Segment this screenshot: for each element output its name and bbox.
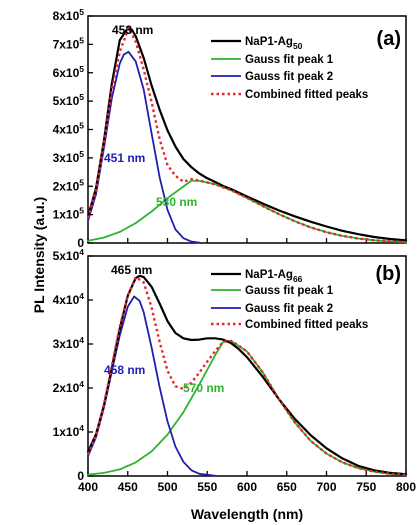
y-tick-label-exponent: 5 [79, 35, 84, 45]
y-tick-label-exponent: 4 [79, 335, 84, 345]
peak-annotation-peak2: 458 nm [104, 363, 145, 377]
y-tick-label-base: 6x10 [53, 66, 80, 80]
y-tick-label-exponent: 5 [79, 92, 84, 102]
series-line-combined [86, 26, 407, 244]
y-tick-label: 4x104 [53, 291, 85, 307]
peak-annotation-peak1: 530 nm [156, 195, 197, 209]
peak-annotation-data: 465 nm [111, 263, 152, 277]
y-tick-label-base: 1x10 [53, 425, 80, 439]
peak-annotation-data: 453 nm [112, 23, 153, 37]
x-tick-label: 500 [157, 480, 177, 494]
y-tick-label: 6x105 [53, 64, 85, 80]
legend-label: Combined fitted peaks [245, 89, 368, 101]
y-tick-label: 7x105 [53, 35, 85, 51]
y-tick-label-exponent: 5 [79, 64, 84, 74]
y-tick-label-base: 5x10 [53, 94, 80, 108]
x-tick-label: 600 [237, 480, 257, 494]
legend-label: Gauss fit peak 2 [245, 71, 333, 83]
y-tick-label-exponent: 5 [79, 149, 84, 159]
y-tick-label-base: 2x10 [53, 179, 80, 193]
peak-annotation-peak1: 570 nm [183, 381, 224, 395]
y-tick-label: 1x104 [53, 423, 85, 439]
x-tick-label: 750 [356, 480, 376, 494]
legend-label-text: Combined fitted peaks [245, 89, 368, 101]
legend-label-text: NaP1-Ag [245, 36, 293, 48]
y-tick-label-exponent: 5 [79, 177, 84, 187]
y-tick-label-base: 0 [77, 236, 84, 250]
x-tick-label: 700 [316, 480, 336, 494]
y-tick-label-exponent: 5 [79, 206, 84, 216]
series-line-peak1 [87, 179, 407, 244]
y-tick-label-base: 4x10 [53, 293, 80, 307]
plot-frame [87, 15, 407, 244]
series-line-combined [86, 275, 407, 477]
legend-label-text: Gauss fit peak 1 [245, 285, 334, 297]
x-tick-label: 550 [197, 480, 217, 494]
legend-label: Combined fitted peaks [245, 319, 368, 331]
legend-label: Gauss fit peak 2 [245, 303, 333, 315]
y-tick-label-base: 2x10 [53, 381, 80, 395]
peak-annotation-peak2: 451 nm [104, 151, 145, 165]
y-tick-label-base: 0 [77, 469, 84, 483]
x-tick-label: 450 [118, 480, 138, 494]
y-tick-label-exponent: 4 [79, 247, 84, 257]
legend-label-text: Gauss fit peak 2 [245, 71, 333, 83]
y-tick-label: 3x105 [53, 149, 85, 165]
legend-label-subscript: 66 [293, 274, 303, 284]
y-tick-label-base: 1x10 [53, 208, 80, 222]
legend-label-subscript: 50 [293, 41, 303, 51]
y-tick-label-base: 7x10 [53, 37, 80, 51]
x-axis-title: Wavelength (nm) [191, 506, 303, 522]
y-tick-label-base: 3x10 [53, 337, 80, 351]
x-tick-label: 800 [396, 480, 416, 494]
x-tick-label: 650 [277, 480, 297, 494]
legend-label-text: Combined fitted peaks [245, 319, 368, 331]
y-tick-label: 2x104 [53, 379, 85, 395]
series-line-peak1 [87, 339, 407, 476]
y-tick-label-base: 3x10 [53, 151, 80, 165]
y-tick-label: 5x104 [53, 247, 85, 263]
y-tick-label-base: 8x10 [53, 9, 80, 23]
y-tick-label: 5x105 [53, 92, 85, 108]
legend-label-text: NaP1-Ag [245, 269, 293, 281]
legend-label-text: Gauss fit peak 1 [245, 54, 334, 66]
x-tick-label: 400 [78, 480, 98, 494]
y-tick-label: 8x105 [53, 7, 85, 23]
y-axis-title: PL Intensity (a.u.) [31, 197, 47, 313]
y-tick-label-exponent: 5 [79, 121, 84, 131]
series-line-peak2 [87, 50, 201, 244]
panel-label: (b) [375, 263, 401, 285]
y-tick-label-exponent: 5 [79, 7, 84, 17]
legend-label: NaP1-Ag50 [245, 36, 303, 51]
panel-label: (a) [377, 28, 401, 50]
y-tick-label-base: 5x10 [53, 249, 80, 263]
y-tick-label: 0 [77, 236, 84, 250]
legend-label: Gauss fit peak 1 [245, 285, 334, 297]
y-tick-label: 4x105 [53, 121, 85, 137]
y-tick-label: 2x105 [53, 177, 85, 193]
y-tick-label-exponent: 4 [79, 423, 84, 433]
panel-a-chart: 01x1052x1053x1054x1055x1056x1057x1058x10… [53, 7, 408, 250]
y-tick-label-base: 4x10 [53, 123, 80, 137]
y-tick-label-exponent: 4 [79, 379, 84, 389]
legend-label: NaP1-Ag66 [245, 269, 303, 284]
y-tick-label: 0 [77, 469, 84, 483]
legend-label-text: Gauss fit peak 2 [245, 303, 333, 315]
y-tick-label: 3x104 [53, 335, 85, 351]
y-tick-label: 1x105 [53, 206, 85, 222]
legend-label: Gauss fit peak 1 [245, 54, 334, 66]
y-tick-label-exponent: 4 [79, 291, 84, 301]
